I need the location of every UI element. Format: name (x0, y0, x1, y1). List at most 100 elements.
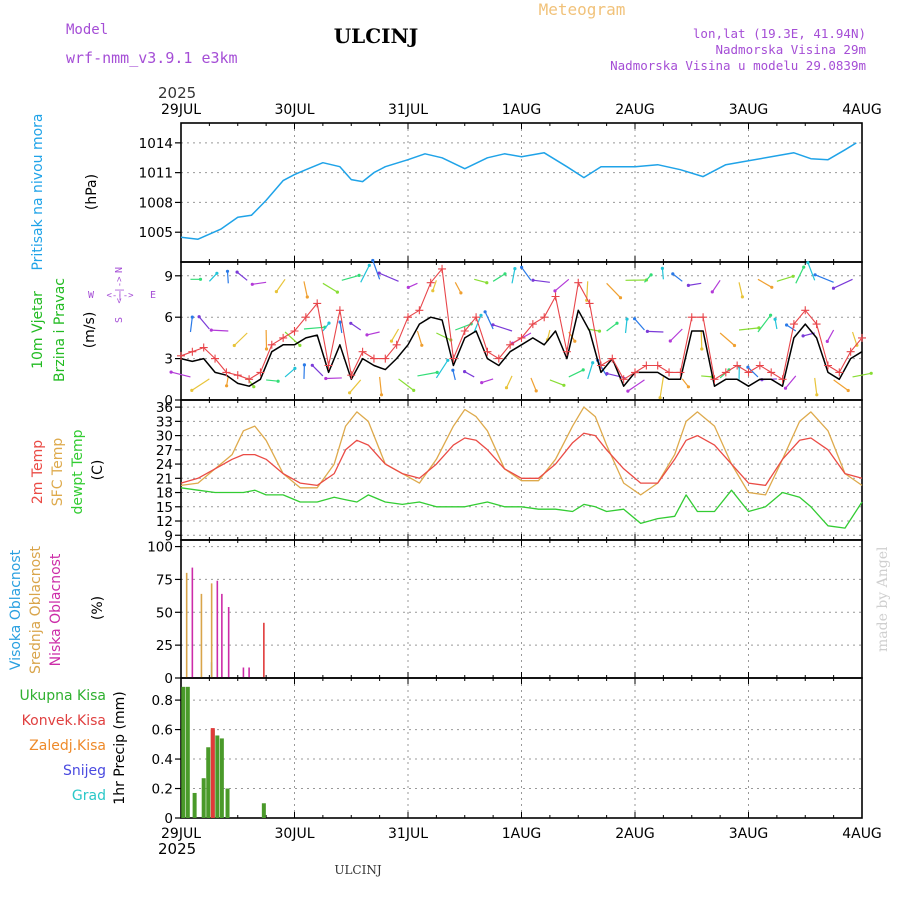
wind-arrow (322, 282, 338, 293)
wind-arrow (226, 271, 229, 284)
wind-arrow (325, 377, 342, 380)
ytick-label: 75 (156, 572, 173, 588)
wind-arrow-head (825, 339, 829, 343)
ytick-label: 30 (156, 429, 173, 445)
wind-arrow (546, 329, 551, 340)
compass-w: W (88, 290, 95, 301)
wind-label-1: 10m Vjetar (30, 291, 46, 369)
wind-arrow-head (591, 361, 595, 365)
wind-arrow-head (327, 321, 331, 325)
wind-gust-marker (551, 292, 560, 301)
ytick-label: 21 (156, 471, 173, 487)
xtick-bottom-label: 2AUG (615, 826, 655, 842)
wind-arrow-head (412, 388, 416, 392)
wind-gust-marker (699, 313, 708, 322)
wind-arrow-head (235, 270, 239, 274)
wind-gust-marker (687, 313, 696, 322)
wind-arrow (530, 377, 537, 392)
ytick-label: 25 (156, 638, 173, 654)
precip-legend-label: Ukupna Kisa (19, 688, 106, 704)
wind-arrow-head (503, 272, 507, 276)
wind-arrow-head (431, 289, 435, 293)
wind-arrow-head (197, 315, 201, 319)
wind-arrow (757, 314, 772, 333)
wind-arrow (492, 324, 513, 332)
pressure-line (180, 142, 857, 240)
ytick-label: 100 (147, 540, 173, 556)
precip-legend-label: Konvek.Kisa (22, 713, 106, 729)
wind-arrow-head (276, 379, 280, 383)
wind-arrow-head (232, 343, 236, 348)
wind-arrow-head (531, 278, 535, 282)
wind-arrow (688, 282, 702, 286)
wind-gust-marker (404, 313, 412, 322)
wind-gust-marker (494, 354, 503, 363)
wind-arrow-head (274, 290, 278, 294)
wind-arrow-head (348, 391, 352, 395)
ytick-label: 12 (156, 514, 173, 530)
wind-arrow (473, 315, 482, 333)
wind-gust-marker (574, 278, 583, 287)
wind-arrow (435, 359, 449, 379)
xtick-top-label: 3AUG (729, 102, 769, 118)
xtick-bottom-label: 4AUG (842, 826, 882, 842)
wind-arrow (492, 273, 506, 282)
cloud-legend-label: Visoka Oblacnost (8, 549, 24, 670)
wind-arrow (191, 378, 210, 391)
wind-arrow-head (335, 290, 339, 294)
ytick-label: 33 (156, 414, 173, 430)
wind-arrow (738, 327, 759, 331)
wind-arrow (416, 330, 423, 346)
wind-gust-marker (313, 299, 322, 308)
wind-arrow (681, 378, 689, 388)
wind-arrow (464, 371, 475, 378)
ytick-label: 1008 (139, 195, 173, 211)
wind-arrow (408, 282, 418, 288)
compass-arrows-h: <-|-> (106, 291, 134, 301)
wind-arrow-head (740, 295, 745, 299)
wind-arrow (711, 279, 721, 293)
ytick-label: 27 (156, 443, 173, 459)
wind-arrow (587, 362, 594, 380)
wind-gust-marker (267, 340, 276, 349)
wind-arrow (757, 278, 773, 288)
wind-arrow-head (446, 358, 450, 362)
wind-arrow-head (190, 315, 194, 319)
xtick-top-label: 31JUL (388, 102, 428, 118)
ytick-label: 0.8 (152, 693, 173, 709)
wind-gust-marker (653, 361, 662, 370)
wind-arrow (511, 268, 516, 284)
wind-arrow (627, 379, 645, 392)
product-title: Meteogram (539, 0, 626, 19)
wind-arrow (311, 364, 324, 377)
wind-arrow-head (190, 388, 194, 392)
wind-arrow (606, 282, 621, 299)
xtick-bottom-label: 29JUL (161, 826, 201, 842)
ytick-label: 18 (156, 486, 173, 502)
credit: made by Angel (875, 546, 891, 652)
xtick-bottom-label: 3AUG (729, 826, 769, 842)
wind-arrow-head (302, 363, 306, 367)
wind-arrow (236, 271, 248, 281)
wind-gust-marker (188, 347, 197, 356)
wind-arrow-head (597, 329, 602, 333)
wind-arrow (284, 367, 296, 378)
wind-gust-marker (596, 361, 605, 370)
wind-arrow-head (553, 289, 557, 293)
compass-s: S (114, 317, 125, 323)
sfc-temp-line (180, 406, 863, 496)
wind-arrow-head (250, 282, 254, 286)
wind-arrow (774, 319, 778, 330)
wind-gust-marker (279, 333, 288, 342)
wind-arrow (785, 375, 797, 389)
wind-arrow-head (801, 334, 805, 338)
precip-unit: 1hr Precip (mm) (112, 691, 128, 804)
wind-arrow-head (379, 393, 384, 397)
wind-arrow-head (513, 267, 517, 271)
wind-arrow (417, 371, 438, 377)
wind-arrow-head (618, 296, 623, 300)
wind-arrow (700, 330, 703, 350)
wind-arrow (833, 379, 849, 391)
wind-arrow-head (305, 295, 309, 299)
wind-gust-marker (778, 375, 787, 384)
